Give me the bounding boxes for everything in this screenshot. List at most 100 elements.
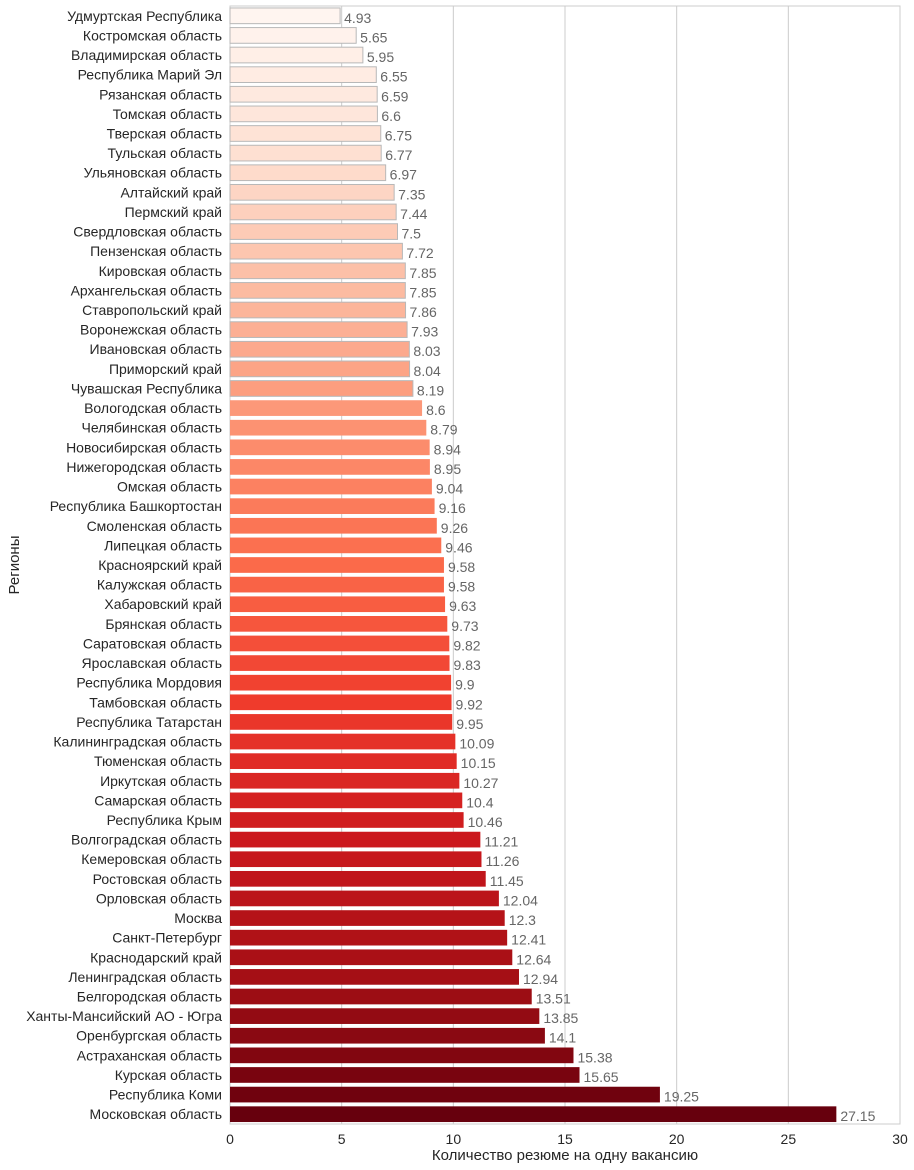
bar: [230, 714, 453, 730]
bar: [230, 674, 452, 691]
bar-value-label: 10.15: [461, 755, 496, 771]
bar: [229, 360, 411, 378]
y-tick-label: Тамбовская область: [89, 694, 222, 710]
bar: [229, 282, 406, 299]
y-tick-label: Тульская область: [108, 145, 222, 161]
bar: [229, 340, 410, 358]
y-tick-label: Москва: [174, 910, 222, 926]
bar-value-label: 19.25: [664, 1089, 699, 1105]
bar-value-label: 9.58: [448, 579, 475, 595]
y-tick-label: Калужская область: [97, 577, 222, 593]
bar-value-label: 9.04: [436, 481, 463, 497]
bar: [229, 183, 395, 201]
bar-value-label: 9.73: [451, 618, 478, 634]
y-tick-label: Вологодская область: [84, 400, 222, 416]
bar-value-label: 7.44: [400, 206, 427, 222]
y-tick-label: Орловская область: [96, 890, 222, 906]
bar: [230, 615, 448, 632]
bar-value-label: 7.72: [406, 245, 433, 261]
bar-value-label: 6.55: [380, 69, 407, 85]
y-tick-label: Саратовская область: [83, 635, 222, 651]
y-tick-label: Кемеровская область: [81, 851, 222, 867]
bar: [230, 557, 444, 573]
bar: [229, 27, 357, 44]
bar: [229, 301, 407, 319]
bar-value-label: 8.04: [414, 363, 441, 379]
y-tick-label: Московская область: [90, 1106, 222, 1122]
bar-value-label: 7.5: [402, 226, 422, 242]
bar: [229, 321, 408, 338]
y-tick-label: Санкт-Петербург: [112, 930, 222, 946]
bar-value-label: 9.63: [449, 598, 476, 614]
bar: [230, 969, 519, 985]
bar-value-label: 11.45: [490, 873, 524, 889]
bar-value-label: 8.19: [417, 382, 444, 398]
bar-value-label: 6.97: [390, 167, 417, 183]
bar-value-label: 10.09: [459, 736, 494, 752]
bar-value-label: 12.41: [511, 932, 546, 948]
bar-value-label: 8.95: [434, 461, 461, 477]
y-tick-label: Чувашская Республика: [71, 380, 222, 396]
bar-value-label: 12.94: [523, 971, 558, 987]
x-tick-label: 5: [338, 1131, 346, 1147]
bar: [230, 537, 442, 554]
bar-value-label: 15.65: [584, 1069, 619, 1085]
y-tick-label: Архангельская область: [71, 282, 222, 298]
x-tick-label: 25: [781, 1131, 797, 1147]
x-tick-label: 30: [892, 1131, 908, 1147]
bar: [229, 7, 341, 25]
bar: [230, 772, 460, 789]
bars-group: 4.93 5.65 5.95 6.55 6.59 6.6 6.75 6.77 6.97 7.35 7…: [229, 7, 876, 1124]
y-tick-label: Воронежская область: [80, 322, 222, 338]
bar: [230, 694, 452, 711]
y-tick-label: Ставропольский край: [82, 302, 222, 318]
bar: [230, 439, 430, 456]
bar: [229, 262, 406, 280]
y-tick-label: Ленинградская область: [68, 969, 222, 985]
bar-value-label: 14.1: [549, 1030, 576, 1046]
y-tick-labels: Удмуртская Республика Костромская область…: [26, 8, 222, 1122]
bar: [229, 223, 398, 240]
bar: [230, 733, 456, 750]
y-tick-label: Хабаровский край: [104, 596, 222, 612]
y-tick-label: Самарская область: [94, 792, 222, 808]
bar: [230, 910, 505, 926]
bar-value-label: 9.46: [445, 539, 472, 555]
bar-value-label: 11.21: [484, 834, 518, 850]
bar-value-label: 7.93: [411, 324, 438, 340]
bar: [230, 753, 457, 769]
y-tick-label: Красноярский край: [98, 557, 222, 573]
bar: [230, 1008, 540, 1024]
x-axis-title: Количество резюме на одну вакансию: [432, 1147, 698, 1164]
bar-value-label: 9.95: [456, 716, 483, 732]
bar-value-label: 12.64: [516, 951, 551, 967]
bar: [229, 203, 397, 221]
bar-value-label: 8.94: [434, 441, 461, 457]
bar: [230, 1047, 574, 1064]
bar-value-label: 8.79: [430, 422, 457, 438]
bar-value-label: 9.58: [448, 559, 475, 575]
y-tick-label: Томская область: [113, 106, 222, 122]
bar: [229, 85, 378, 103]
y-tick-label: Республика Коми: [109, 1087, 222, 1103]
bar-value-label: 13.51: [536, 991, 571, 1007]
bar-value-label: 5.95: [367, 49, 394, 65]
y-tick-label: Белгородская область: [77, 989, 222, 1005]
bar-value-label: 5.65: [360, 29, 387, 45]
y-tick-label: Курская область: [115, 1067, 222, 1083]
x-tick-label: 15: [557, 1131, 573, 1147]
y-tick-label: Липецкая область: [104, 537, 222, 553]
bar: [230, 1106, 837, 1123]
bar-value-label: 6.6: [381, 108, 401, 124]
bar-value-label: 7.86: [410, 304, 437, 320]
y-tick-label: Тверская область: [107, 125, 222, 141]
y-tick-label: Кировская область: [99, 263, 222, 279]
y-tick-label: Калининградская область: [53, 734, 222, 750]
bar: [230, 1067, 580, 1083]
y-tick-label: Ярославская область: [82, 655, 222, 671]
bar: [230, 792, 463, 809]
x-tick-labels: 0 5 10 15 20 25 30: [226, 1131, 908, 1147]
bar: [230, 949, 513, 966]
y-axis-title: Регионы: [6, 536, 23, 595]
